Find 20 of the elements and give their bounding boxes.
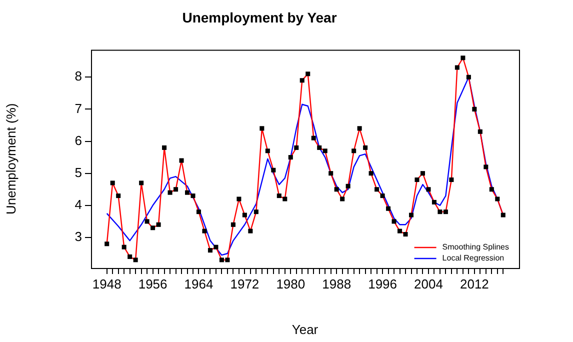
y-tick-label: 3 bbox=[74, 229, 82, 244]
x-tick-label: 2004 bbox=[414, 276, 443, 292]
x-tick-label: 1988 bbox=[322, 276, 352, 292]
x-tick-label: 1956 bbox=[138, 276, 168, 292]
y-axis-title: Unemployment (%) bbox=[3, 103, 18, 215]
y-tick-label: 4 bbox=[74, 196, 82, 212]
y-tick-label: 6 bbox=[74, 132, 82, 148]
y-tick-label: 5 bbox=[74, 164, 82, 180]
x-tick-label: 1996 bbox=[368, 276, 397, 292]
x-tick-label: 2012 bbox=[460, 276, 489, 292]
x-tick-label: 1964 bbox=[184, 276, 214, 292]
chart-title: Unemployment by Year bbox=[182, 9, 338, 26]
legend-label: Local Regression bbox=[442, 254, 504, 263]
x-tick-label: 1948 bbox=[92, 276, 122, 292]
x-tick-label: 1972 bbox=[230, 276, 260, 292]
x-axis-title: Year bbox=[292, 322, 319, 337]
x-tick-label: 1980 bbox=[276, 276, 306, 292]
y-tick-label: 8 bbox=[74, 68, 82, 84]
y-tick-label: 7 bbox=[74, 100, 82, 116]
legend-label: Smoothing Splines bbox=[442, 242, 510, 252]
